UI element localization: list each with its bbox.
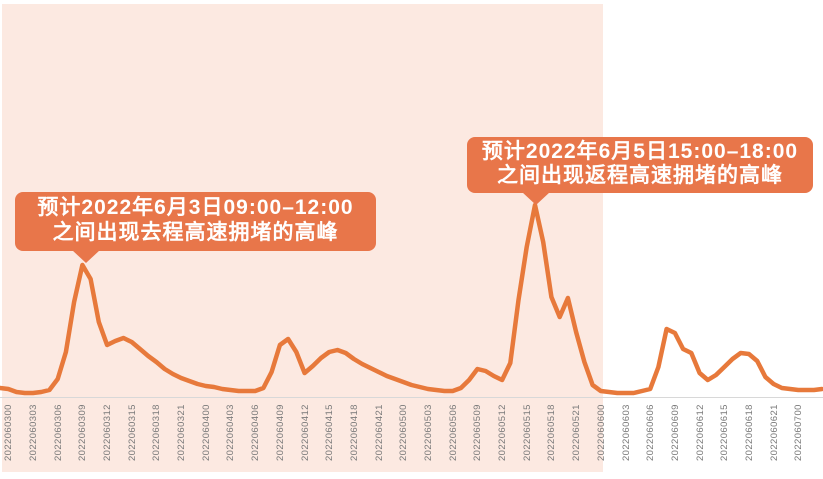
x-tick-label: 2022060421 xyxy=(373,404,385,461)
x-tick-label: 2022060403 xyxy=(225,404,237,461)
x-tick-label: 2022060315 xyxy=(126,404,138,461)
x-tick-label: 2022060415 xyxy=(324,404,336,461)
x-tick-label: 2022060303 xyxy=(27,404,39,461)
x-tick-label: 2022060521 xyxy=(571,404,583,461)
x-tick-label: 2022060306 xyxy=(52,404,64,461)
x-tick-label: 2022060512 xyxy=(497,404,509,461)
outbound-callout-line1: 预计2022年6月3日09:00–12:00 xyxy=(37,196,354,219)
x-tick-label: 2022060500 xyxy=(398,404,410,461)
x-tick-label: 2022060609 xyxy=(669,404,681,461)
x-tick-label: 2022060621 xyxy=(768,404,780,461)
congestion-line xyxy=(0,202,823,396)
x-tick-label: 2022060600 xyxy=(595,404,607,461)
x-tick-label: 2022060509 xyxy=(472,404,484,461)
x-tick-label: 2022060503 xyxy=(422,404,434,461)
x-tick-label: 2022060603 xyxy=(620,404,632,461)
x-tick-label: 2022060300 xyxy=(3,404,15,461)
callout-pointer-down-icon xyxy=(522,192,550,205)
x-axis-line xyxy=(0,397,823,398)
return-peak-callout: 预计2022年6月5日15:00–18:00 之间出现返程高速拥堵的高峰 xyxy=(467,137,813,205)
x-tick-label: 2022060418 xyxy=(348,404,360,461)
return-callout-line2: 之间出现返程高速拥堵的高峰 xyxy=(497,164,783,187)
outbound-peak-callout: 预计2022年6月3日09:00–12:00 之间出现去程高速拥堵的高峰 xyxy=(15,192,376,263)
x-tick-label: 2022060515 xyxy=(521,404,533,461)
x-tick-label: 2022060518 xyxy=(546,404,558,461)
x-tick-label: 2022060618 xyxy=(743,404,755,461)
x-tick-label: 2022060412 xyxy=(299,404,311,461)
x-tick-label: 2022060409 xyxy=(274,404,286,461)
callout-pointer-down-icon xyxy=(72,250,100,263)
outbound-callout-line2: 之间出现去程高速拥堵的高峰 xyxy=(52,221,339,244)
x-tick-label: 2022060318 xyxy=(151,404,163,461)
x-tick-label: 2022060406 xyxy=(250,404,262,461)
x-tick-label: 2022060606 xyxy=(645,404,657,461)
x-tick-label: 2022060700 xyxy=(793,404,805,461)
x-tick-label: 2022060400 xyxy=(200,404,212,461)
return-callout-line1: 预计2022年6月5日15:00–18:00 xyxy=(481,140,799,163)
x-tick-label: 2022060615 xyxy=(719,404,731,461)
x-tick-label: 2022060506 xyxy=(447,404,459,461)
x-tick-label: 2022060612 xyxy=(694,404,706,461)
x-tick-label: 2022060312 xyxy=(102,404,114,461)
x-tick-label: 2022060309 xyxy=(77,404,89,461)
x-tick-label: 2022060321 xyxy=(176,404,188,461)
